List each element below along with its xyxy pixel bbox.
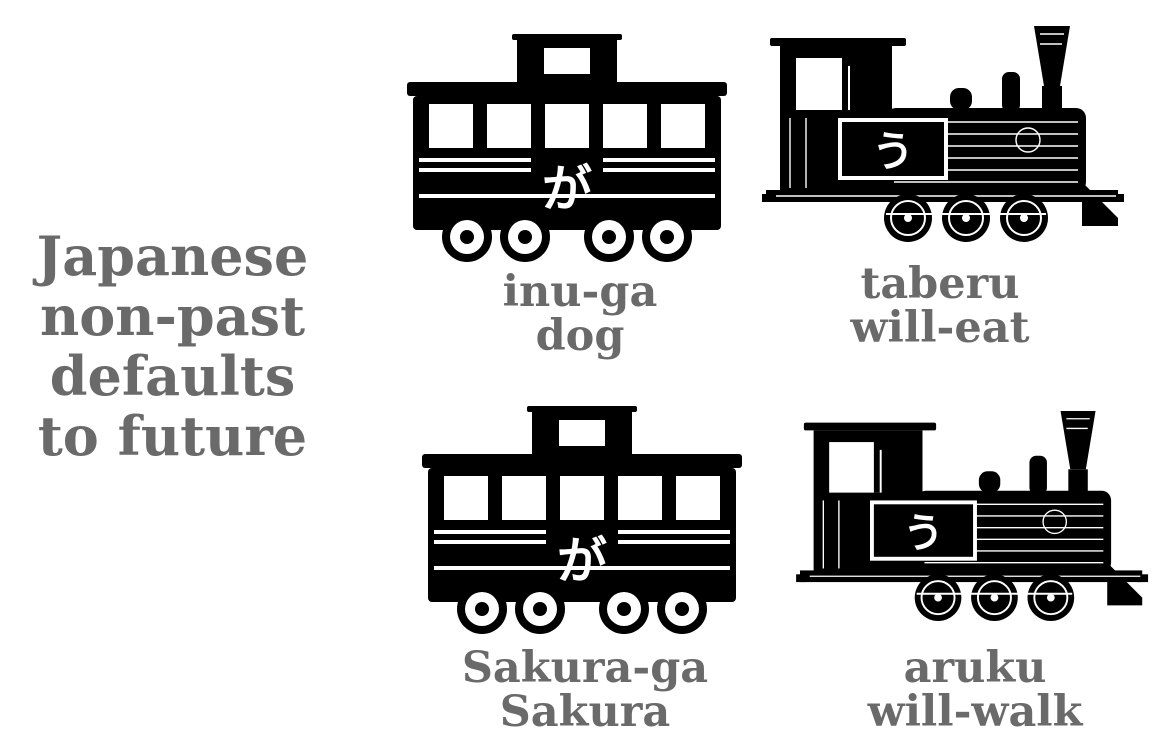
title-line: to future [37,404,308,468]
locomotive-caption: aruku will-walk [850,646,1100,734]
particle-ga-label: が [557,532,607,590]
title-line: defaults [49,344,296,408]
caption-line: Sakura [499,687,671,737]
page-title: Japanese non-past defaults to future [0,226,345,466]
kana-u-label: う [903,509,944,557]
caption-line: will-walk [867,687,1083,737]
car-caption: inu-ga dog [460,270,700,358]
train-car-icon: が [422,406,742,634]
caption-line: taberu [860,259,1020,309]
caption-line: Sakura-ga [461,643,709,693]
train-car-icon: が [407,34,727,262]
caption-line: aruku [903,643,1047,693]
title-line: Japanese [36,224,309,288]
car-caption: Sakura-ga Sakura [440,646,730,734]
caption-line: inu-ga [502,267,658,317]
title-line: non-past [39,284,306,348]
steam-locomotive-icon: う [762,26,1124,242]
caption-line: dog [535,311,625,361]
kana-u-label: う [872,127,914,176]
steam-locomotive-icon: う [796,410,1149,621]
caption-line: will-eat [850,303,1030,353]
locomotive-caption: taberu will-eat [820,262,1060,350]
particle-ga-label: が [542,160,592,218]
